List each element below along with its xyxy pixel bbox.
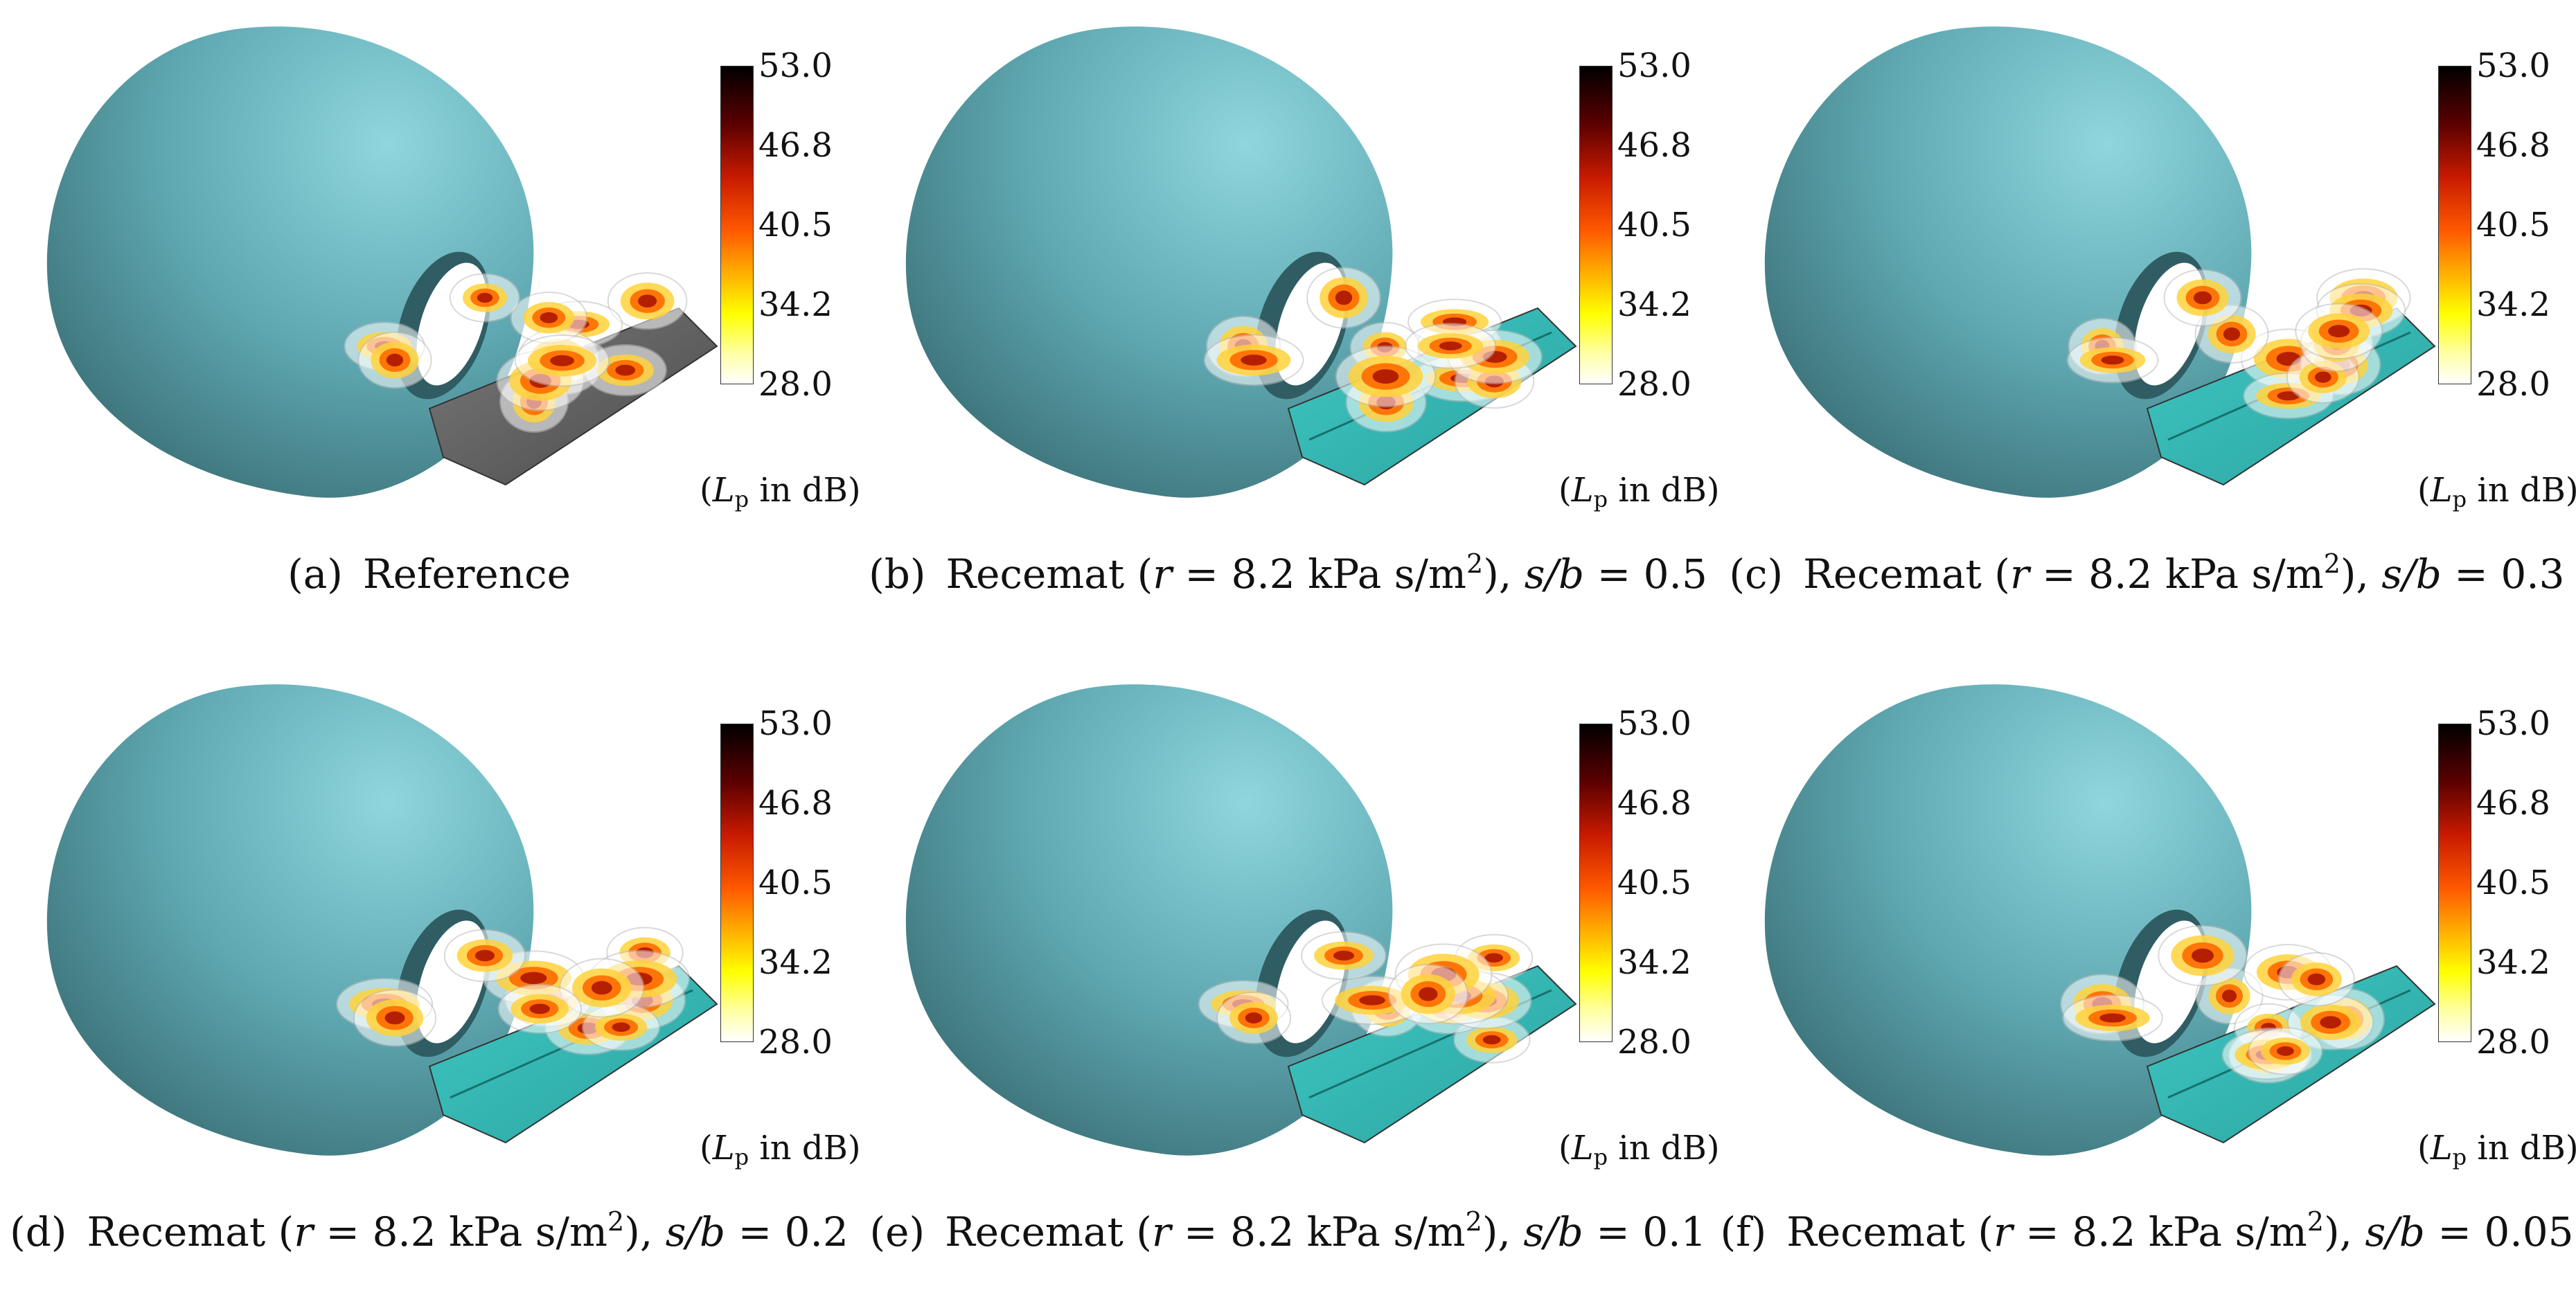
noise-source-blob: [1306, 267, 1381, 329]
colorbar-tick-label: 46.8: [2476, 126, 2550, 165]
noise-source-blob: [1301, 931, 1387, 981]
colorbar-tick-label: 40.5: [758, 864, 833, 902]
colorbar-tick-label: 46.8: [1617, 126, 1691, 165]
colorbar-tick-label: 34.2: [1617, 285, 1691, 324]
colorbar: [720, 66, 754, 384]
panel-caption: (d) Recemat (r = 8.2 kPa s/m2), s/b = 0.…: [10, 1206, 849, 1255]
noise-source-blob: [2066, 337, 2159, 384]
colorbar-tick-label: 28.0: [2476, 1023, 2550, 1062]
noise-source-blob: [443, 929, 526, 983]
colorbar: [2438, 66, 2471, 384]
colorbar: [1579, 724, 1613, 1042]
sound-map-render: [1764, 684, 2436, 1156]
sound-map-render: [905, 684, 1577, 1156]
panel-e: 53.0 46.8 40.5 34.2 28.0 (Lp in dB) (e) Recema…: [859, 658, 1720, 1315]
colorbar-tick-label: 46.8: [758, 126, 833, 165]
noise-source-blob: [2158, 924, 2248, 987]
noise-source-blob: [2163, 269, 2242, 327]
colorbar-tick-label: 40.5: [2476, 864, 2550, 902]
colorbar-tick-label: 28.0: [758, 1023, 833, 1062]
colorbar-tick-label: 53.0: [2476, 46, 2550, 85]
panel-caption: (b) Recemat (r = 8.2 kPa s/m2), s/b = 0.…: [869, 548, 1707, 598]
noise-source-blob: [514, 334, 610, 387]
colorbar-tick-label: 34.2: [758, 285, 833, 324]
noise-source-blob: [2286, 350, 2360, 404]
noise-source-blob: [2248, 1027, 2323, 1075]
noise-source-blob: [497, 983, 583, 1035]
colorbar-unit-label: (Lp in dB): [700, 471, 861, 512]
colorbar-tick-label: 40.5: [1617, 206, 1691, 244]
noise-source-blob: [2277, 952, 2355, 1007]
noise-source-blob: [449, 273, 521, 323]
colorbar: [720, 724, 754, 1042]
colorbar-tick-label: 40.5: [1617, 864, 1691, 902]
colorbar: [2438, 724, 2471, 1042]
colorbar-tick-label: 28.0: [1617, 365, 1691, 404]
colorbar-tick-label: 34.2: [2476, 943, 2550, 982]
panel-caption: (f) Recemat (r = 8.2 kPa s/m2), s/b = 0.…: [1720, 1206, 2574, 1255]
colorbar-tick-label: 53.0: [758, 46, 833, 85]
noise-source-blob: [559, 958, 645, 1018]
noise-source-blob: [2062, 994, 2163, 1042]
panel-d: 53.0 46.8 40.5 34.2 28.0 (Lp in dB) (d) Recema…: [0, 658, 861, 1315]
noise-source-blob: [1453, 1016, 1531, 1064]
colorbar-tick-label: 46.8: [758, 784, 833, 823]
noise-source-blob: [353, 989, 437, 1047]
sound-map-render: [46, 26, 718, 498]
noise-source-blob: [1387, 963, 1468, 1025]
noise-source-blob: [1203, 334, 1304, 386]
colorbar-unit-label: (Lp in dB): [2417, 471, 2576, 512]
colorbar-unit-label: (Lp in dB): [1558, 1129, 1720, 1170]
colorbar-tick-label: 28.0: [1617, 1023, 1691, 1062]
sound-map-render: [905, 26, 1577, 498]
sound-map-render: [46, 684, 718, 1156]
colorbar-tick-label: 34.2: [1617, 943, 1691, 982]
colorbar-tick-label: 46.8: [2476, 784, 2550, 823]
noise-source-blob: [510, 292, 588, 344]
sound-map-render: [1764, 26, 2436, 498]
colorbar-tick-label: 28.0: [758, 365, 833, 404]
colorbar-unit-label: (Lp in dB): [1558, 471, 1720, 512]
colorbar-unit-label: (Lp in dB): [700, 1129, 861, 1170]
panel-caption: (e) Recemat (r = 8.2 kPa s/m2), s/b = 0.…: [869, 1206, 1707, 1255]
noise-source-blob: [357, 331, 432, 389]
panel-c: 53.0 46.8 40.5 34.2 28.0 (Lp in dB) (c) Recema…: [1718, 0, 2576, 657]
noise-source-blob: [1216, 992, 1292, 1044]
colorbar-tick-label: 28.0: [2476, 365, 2550, 404]
colorbar-tick-label: 53.0: [1617, 46, 1691, 85]
colorbar-tick-label: 53.0: [758, 704, 833, 743]
colorbar-tick-label: 46.8: [1617, 784, 1691, 823]
panel-f: 53.0 46.8 40.5 34.2 28.0 (Lp in dB) (f) Recema…: [1718, 658, 2576, 1315]
colorbar-tick-label: 40.5: [2476, 206, 2550, 244]
panel-a: 53.0 46.8 40.5 34.2 28.0 (Lp in dB) (a) Refere…: [0, 0, 861, 657]
colorbar-tick-label: 53.0: [1617, 704, 1691, 743]
colorbar-tick-label: 34.2: [758, 943, 833, 982]
noise-source-blob: [607, 272, 688, 330]
noise-source-blob: [2295, 303, 2383, 359]
colorbar-tick-label: 34.2: [2476, 285, 2550, 324]
colorbar: [1579, 66, 1613, 384]
colorbar-tick-label: 40.5: [758, 206, 833, 244]
noise-source-blob: [1335, 346, 1437, 408]
panel-caption: (a) Reference: [287, 551, 571, 598]
panel-caption: (c) Recemat (r = 8.2 kPa s/m2), s/b = 0.…: [1729, 548, 2565, 598]
noise-source-blob: [1405, 323, 1497, 369]
colorbar-unit-label: (Lp in dB): [2417, 1129, 2576, 1170]
colorbar-tick-label: 53.0: [2476, 704, 2550, 743]
panel-b: 53.0 46.8 40.5 34.2 28.0 (Lp in dB) (b) Recema…: [859, 0, 1720, 657]
